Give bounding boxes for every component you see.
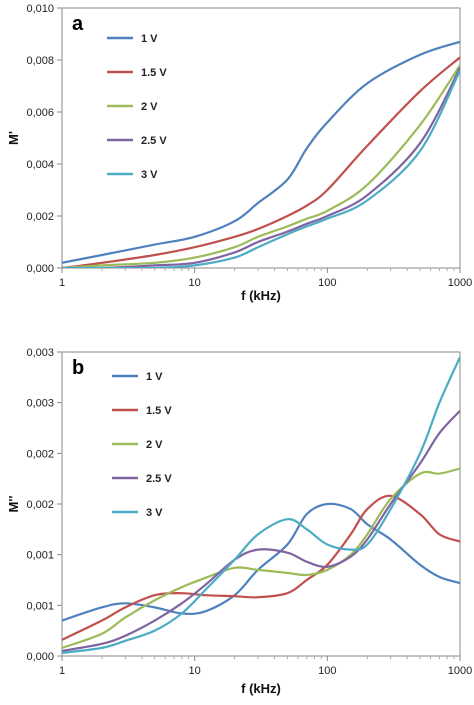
y-tick-label: 0,003 xyxy=(26,347,54,359)
y-tick-label: 0,001 xyxy=(26,600,54,612)
y-axis-title: M' xyxy=(6,131,21,145)
y-tick-label: 0,001 xyxy=(26,550,54,562)
legend-label: 2 V xyxy=(146,439,163,451)
x-tick-label: 1 xyxy=(59,665,65,677)
x-axis-title: f (kHz) xyxy=(241,681,281,696)
x-tick-label: 100 xyxy=(318,277,336,289)
legend-label: 1 V xyxy=(146,371,163,383)
series-line xyxy=(62,494,460,641)
legend-label: 1.5 V xyxy=(146,405,172,417)
y-axis-title: M'' xyxy=(6,495,21,512)
legend-label: 3 V xyxy=(146,507,163,519)
x-tick-label: 1 xyxy=(59,277,65,289)
series-line xyxy=(62,69,460,268)
legend-label: 2.5 V xyxy=(146,473,172,485)
y-tick-label: 0,003 xyxy=(26,398,54,410)
series-line xyxy=(62,502,460,622)
panel-label: a xyxy=(72,13,84,35)
x-tick-label: 100 xyxy=(318,665,336,677)
y-tick-label: 0,002 xyxy=(26,448,54,460)
series-line xyxy=(62,67,460,268)
series-line xyxy=(62,64,460,268)
legend-label: 1.5 V xyxy=(141,67,167,79)
chart-panel-b: 1 10 100 1000 0,000 0,001 0,001 0,002 0,002 0,003… xyxy=(6,347,472,696)
series-line xyxy=(62,40,460,264)
x-axis-title: f (kHz) xyxy=(241,288,281,303)
series-line xyxy=(62,467,460,649)
legend-label: 2.5 V xyxy=(141,135,167,147)
x-tick-label: 1000 xyxy=(448,665,472,677)
x-tick-label: 10 xyxy=(189,665,201,677)
y-tick-label: 0,002 xyxy=(26,211,54,223)
y-tick-label: 0,000 xyxy=(26,263,54,275)
legend-label: 2 V xyxy=(141,101,158,113)
y-tick-label: 0,002 xyxy=(26,499,54,511)
series-line xyxy=(62,356,460,655)
plot-frame xyxy=(61,7,461,269)
y-tick-label: 0,004 xyxy=(26,159,54,171)
legend-label: 3 V xyxy=(141,169,158,181)
panel-label: b xyxy=(72,357,84,379)
y-tick-label: 0,008 xyxy=(26,55,54,67)
series-line xyxy=(62,56,460,268)
y-tick-label: 0,000 xyxy=(26,651,54,663)
y-tick-label: 0,010 xyxy=(26,3,54,15)
x-tick-label: 10 xyxy=(189,277,201,289)
x-tick-label: 1000 xyxy=(448,277,472,289)
legend-label: 1 V xyxy=(141,33,158,45)
y-tick-label: 0,006 xyxy=(26,107,54,119)
chart-panel-a: 1 10 100 1000 0,000 0,002 0,004 0,006 0,008 0,010… xyxy=(6,3,472,303)
